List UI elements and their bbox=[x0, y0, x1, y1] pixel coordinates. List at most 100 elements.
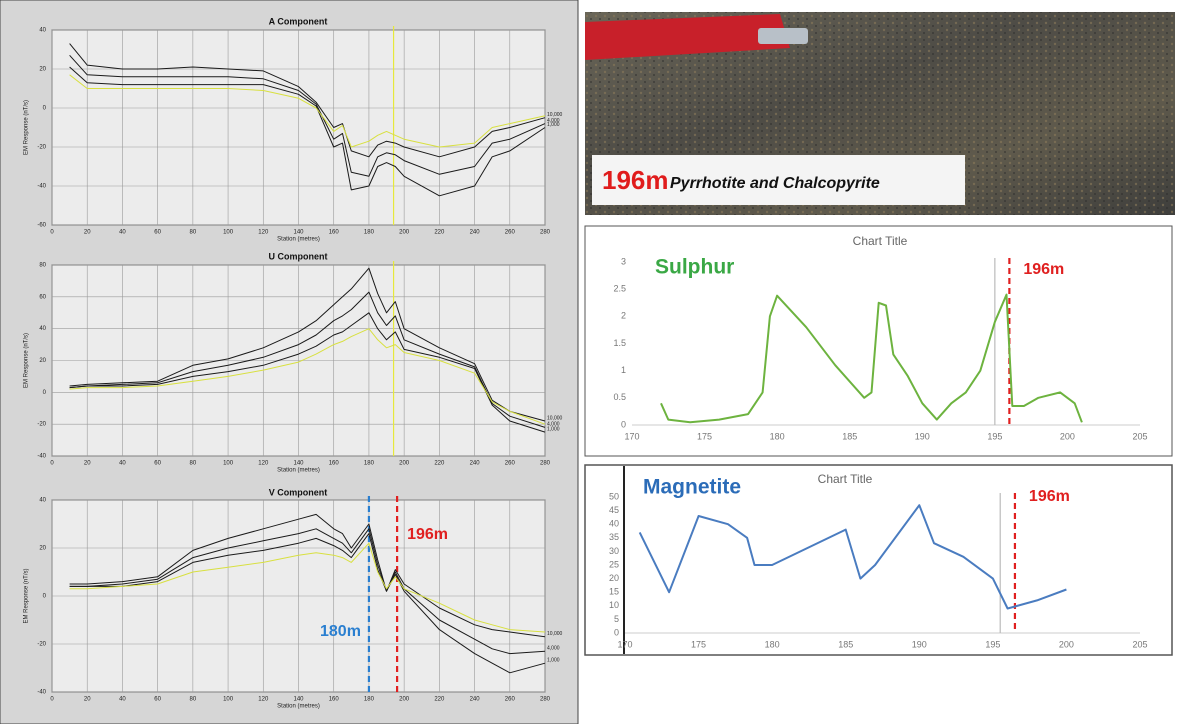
x-tick-label: 200 bbox=[399, 230, 410, 236]
y-tick-label: -40 bbox=[37, 184, 46, 190]
x-tick-label: 185 bbox=[842, 431, 857, 441]
x-tick-label: 80 bbox=[190, 697, 197, 703]
x-tick-label: 40 bbox=[119, 697, 126, 703]
x-tick-label: 200 bbox=[1060, 431, 1075, 441]
y-tick-label: -40 bbox=[37, 454, 46, 460]
photo-caption: Pyrrhotite and Chalcopyrite bbox=[670, 175, 880, 192]
x-tick-label: 170 bbox=[624, 431, 639, 441]
x-tick-label: 120 bbox=[258, 697, 269, 703]
marker-label: 196m bbox=[1023, 261, 1064, 278]
y-tick-label: 2 bbox=[621, 311, 626, 321]
x-tick-label: 220 bbox=[434, 461, 445, 467]
x-tick-label: 240 bbox=[470, 697, 481, 703]
y-tick-label: 60 bbox=[39, 294, 46, 300]
x-tick-label: 40 bbox=[119, 461, 126, 467]
x-tick-label: 190 bbox=[912, 639, 927, 649]
x-tick-label: 120 bbox=[258, 461, 269, 467]
y-tick-label: -40 bbox=[37, 690, 46, 696]
x-tick-label: 205 bbox=[1132, 639, 1147, 649]
x-tick-label: 140 bbox=[293, 461, 304, 467]
x-axis-label: Station (metres) bbox=[277, 237, 320, 243]
series-label: 1,000 bbox=[547, 426, 560, 432]
x-tick-label: 180 bbox=[364, 697, 375, 703]
series-label: 1,000 bbox=[547, 122, 560, 128]
y-axis-label: EM Response (nT/s) bbox=[24, 333, 30, 388]
chart-title: U Component bbox=[269, 251, 328, 261]
x-tick-label: 100 bbox=[223, 230, 234, 236]
x-tick-label: 160 bbox=[329, 230, 340, 236]
x-tick-label: 240 bbox=[470, 461, 481, 467]
x-tick-label: 190 bbox=[915, 431, 930, 441]
x-tick-label: 160 bbox=[329, 461, 340, 467]
x-tick-label: 240 bbox=[470, 230, 481, 236]
x-tick-label: 180 bbox=[770, 431, 785, 441]
marker-label: 196m bbox=[407, 526, 448, 543]
x-tick-label: 60 bbox=[154, 697, 161, 703]
x-axis-label: Station (metres) bbox=[277, 468, 320, 474]
y-tick-label: 40 bbox=[39, 498, 46, 504]
series-label: 1,000 bbox=[547, 658, 560, 664]
x-tick-label: 80 bbox=[190, 461, 197, 467]
x-tick-label: 280 bbox=[540, 461, 551, 467]
x-tick-label: 100 bbox=[223, 461, 234, 467]
marker-label: 180m bbox=[320, 623, 361, 640]
x-tick-label: 140 bbox=[293, 230, 304, 236]
x-tick-label: 20 bbox=[84, 461, 91, 467]
x-tick-label: 60 bbox=[154, 461, 161, 467]
x-tick-label: 120 bbox=[258, 230, 269, 236]
series-label: 10,000 bbox=[547, 415, 563, 421]
x-tick-label: 80 bbox=[190, 230, 197, 236]
y-tick-label: 40 bbox=[39, 326, 46, 332]
y-tick-label: 20 bbox=[39, 546, 46, 552]
page: 196m Pyrrhotite and Chalcopyrite A Compo… bbox=[0, 0, 1177, 724]
x-tick-label: 100 bbox=[223, 697, 234, 703]
y-tick-label: 1 bbox=[621, 365, 626, 375]
y-tick-label: 25 bbox=[609, 559, 619, 569]
photo-depth: 196m bbox=[602, 165, 669, 195]
y-tick-label: 3 bbox=[621, 256, 626, 266]
x-tick-label: 260 bbox=[505, 461, 516, 467]
y-tick-label: 0 bbox=[614, 627, 619, 637]
y-tick-label: -20 bbox=[37, 422, 46, 428]
chart-title: V Component bbox=[269, 487, 328, 497]
marker-label: 196m bbox=[1029, 488, 1070, 505]
x-tick-label: 180 bbox=[364, 230, 375, 236]
y-tick-label: 30 bbox=[609, 546, 619, 556]
y-tick-label: 1.5 bbox=[613, 338, 626, 348]
y-tick-label: 15 bbox=[609, 587, 619, 597]
x-tick-label: 280 bbox=[540, 230, 551, 236]
y-tick-label: 0 bbox=[621, 419, 626, 429]
y-tick-label: -20 bbox=[37, 145, 46, 151]
y-tick-label: -60 bbox=[37, 223, 46, 229]
x-tick-label: 140 bbox=[293, 697, 304, 703]
y-tick-label: -20 bbox=[37, 642, 46, 648]
x-tick-label: 195 bbox=[985, 639, 1000, 649]
x-tick-label: 195 bbox=[987, 431, 1002, 441]
series-label: 4,000 bbox=[547, 646, 560, 652]
y-tick-label: 5 bbox=[614, 614, 619, 624]
y-tick-label: 20 bbox=[39, 358, 46, 364]
y-tick-label: 40 bbox=[609, 519, 619, 529]
y-tick-label: 2.5 bbox=[613, 284, 626, 294]
x-tick-label: 260 bbox=[505, 230, 516, 236]
x-tick-label: 200 bbox=[399, 697, 410, 703]
series-label: 10,000 bbox=[547, 631, 563, 637]
x-tick-label: 20 bbox=[84, 697, 91, 703]
x-tick-label: 180 bbox=[364, 461, 375, 467]
x-tick-label: 170 bbox=[617, 639, 632, 649]
y-tick-label: 45 bbox=[609, 505, 619, 515]
y-tick-label: 0.5 bbox=[613, 392, 626, 402]
y-tick-label: 20 bbox=[39, 67, 46, 73]
x-tick-label: 60 bbox=[154, 230, 161, 236]
y-tick-label: 35 bbox=[609, 532, 619, 542]
x-tick-label: 180 bbox=[765, 639, 780, 649]
x-tick-label: 220 bbox=[434, 697, 445, 703]
x-tick-label: 175 bbox=[697, 431, 712, 441]
x-tick-label: 160 bbox=[329, 697, 340, 703]
y-axis-label: EM Response (nT/s) bbox=[24, 568, 30, 623]
y-tick-label: 50 bbox=[609, 491, 619, 501]
y-tick-label: 80 bbox=[39, 263, 46, 269]
y-tick-label: 40 bbox=[39, 28, 46, 34]
x-tick-label: 175 bbox=[691, 639, 706, 649]
x-tick-label: 220 bbox=[434, 230, 445, 236]
